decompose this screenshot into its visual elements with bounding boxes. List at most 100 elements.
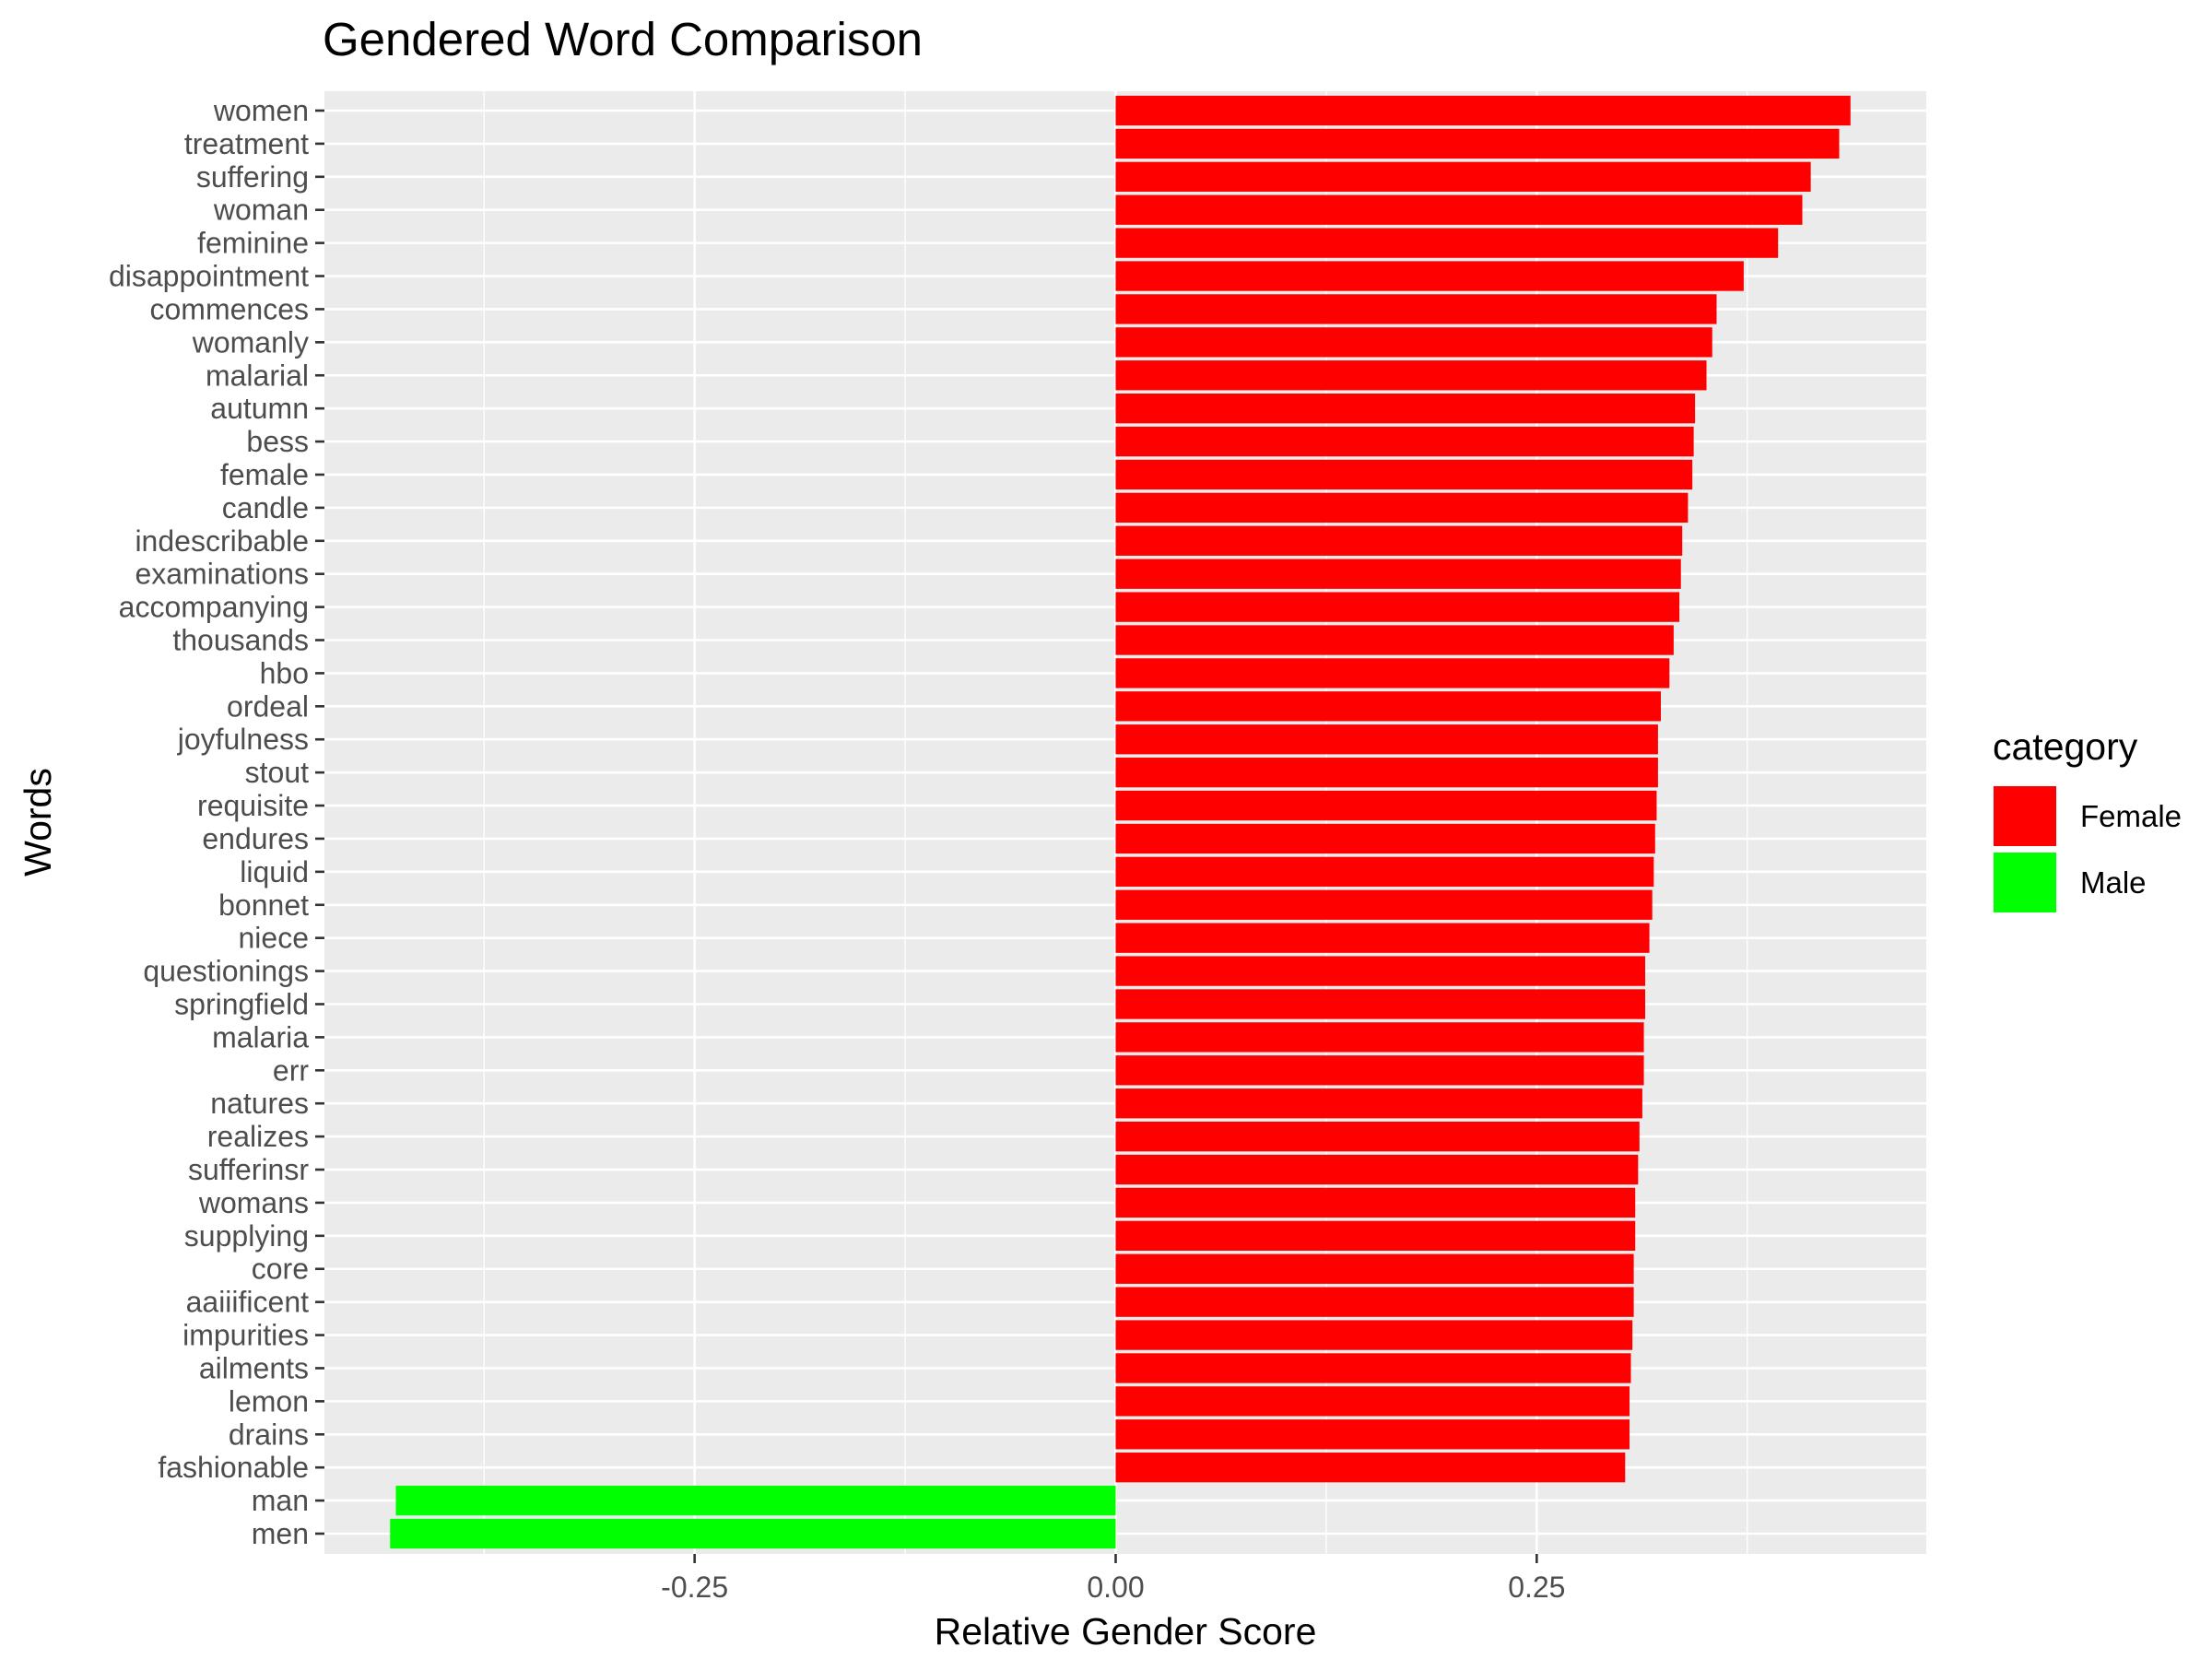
bar-niece [1115, 923, 1650, 953]
bar-treatment [1115, 128, 1840, 159]
bar-endures [1115, 823, 1655, 854]
y-tick-label: autumn [210, 392, 309, 425]
bar-female [1115, 459, 1693, 490]
y-tick-label: woman [213, 194, 309, 227]
bar-man [395, 1485, 1116, 1516]
legend-swatch-female [1992, 784, 2058, 848]
y-tick-label: examinations [135, 558, 309, 591]
chart-title: Gendered Word Comparison [323, 13, 923, 65]
y-tick-label: men [252, 1517, 309, 1550]
legend-label-male: Male [2080, 865, 2147, 900]
bar-drains [1115, 1419, 1630, 1450]
y-tick-label: lemon [229, 1384, 309, 1418]
bar-springfield [1115, 989, 1646, 1019]
bar-women [1115, 95, 1851, 126]
bar-ordeal [1115, 691, 1662, 722]
bar-fashionable [1115, 1453, 1626, 1483]
y-tick-label: indescribable [135, 524, 309, 558]
legend-title: category [1993, 725, 2138, 768]
y-tick-label: ordeal [227, 689, 309, 723]
y-tick-label: err [273, 1053, 309, 1087]
y-tick-label: hbo [260, 656, 309, 689]
x-axis-title: Relative Gender Score [935, 1610, 1317, 1653]
y-tick-label: bonnet [218, 888, 309, 922]
y-tick-label: drains [229, 1418, 309, 1451]
y-tick-label: malarial [206, 359, 309, 392]
bar-womanly [1115, 327, 1712, 358]
bar-natures [1115, 1088, 1642, 1119]
bar-bonnet [1115, 889, 1653, 920]
bar-impurities [1115, 1320, 1633, 1350]
y-tick-label: accompanying [119, 591, 309, 624]
bar-woman [1115, 194, 1803, 225]
x-tick-label: 0.00 [1087, 1571, 1144, 1604]
y-tick-label: candle [222, 491, 309, 524]
y-tick-label: bess [246, 425, 309, 458]
bar-aaiiificent [1115, 1287, 1634, 1317]
y-tick-label: treatment [184, 127, 309, 160]
bar-malarial [1115, 360, 1707, 391]
y-tick-label: ailments [199, 1351, 309, 1384]
y-tick-label: sufferinsr [188, 1153, 309, 1186]
y-axis-title: Words [17, 768, 59, 877]
bars [390, 95, 1851, 1549]
bar-lemon [1115, 1386, 1630, 1417]
bar-ailments [1115, 1353, 1631, 1383]
y-tick-label: commences [150, 292, 310, 325]
bar-questionings [1115, 956, 1646, 986]
y-tick-label: requisite [197, 789, 309, 822]
bar-malaria [1115, 1022, 1644, 1053]
bar-core [1115, 1253, 1634, 1284]
y-tick-label: springfield [174, 987, 309, 1020]
y-tick-label: womanly [192, 325, 309, 359]
bar-thousands [1115, 625, 1674, 655]
y-tick-label: questionings [143, 955, 309, 988]
bar-disappointment [1115, 261, 1744, 291]
y-tick-label: niece [239, 922, 310, 955]
y-tick-label: aaiiificent [186, 1286, 310, 1319]
x-tick-label: 0.25 [1508, 1571, 1565, 1604]
bar-commences [1115, 294, 1717, 324]
y-tick-label: feminine [197, 227, 309, 260]
bar-candle [1115, 492, 1688, 524]
y-tick-label: women [213, 94, 309, 127]
y-tick-label: realizes [207, 1120, 309, 1153]
bar-indescribable [1115, 525, 1683, 556]
y-tick-label: supplying [184, 1219, 309, 1253]
y-tick-label: disappointment [109, 260, 309, 293]
bar-sufferinsr [1115, 1154, 1639, 1185]
bar-examinations [1115, 559, 1681, 589]
y-axis-ticks: womentreatmentsufferingwomanfemininedisa… [109, 94, 324, 1550]
legend-swatch-male [1992, 851, 2058, 914]
y-tick-label: malaria [212, 1020, 309, 1053]
y-tick-label: thousands [172, 624, 309, 657]
legend-label-female: Female [2080, 799, 2182, 833]
bar-womans [1115, 1187, 1636, 1218]
bar-autumn [1115, 394, 1696, 424]
y-tick-label: suffering [196, 160, 309, 194]
y-tick-label: natures [210, 1087, 309, 1120]
bar-realizes [1115, 1121, 1640, 1152]
x-axis-ticks: -0.25 0.00 0.25 [661, 1554, 1565, 1604]
y-tick-label: core [252, 1253, 309, 1286]
bar-suffering [1115, 161, 1811, 192]
bar-men [390, 1518, 1116, 1549]
y-tick-label: liquid [240, 855, 309, 888]
bar-accompanying [1115, 592, 1680, 622]
bar-liquid [1115, 856, 1654, 888]
y-tick-label: impurities [182, 1319, 309, 1352]
bar-bess [1115, 426, 1694, 457]
bar-feminine [1115, 228, 1779, 258]
legend: category Female Male [1992, 725, 2182, 914]
y-tick-label: womans [198, 1186, 309, 1219]
y-tick-label: stout [245, 756, 309, 789]
x-tick-label: -0.25 [661, 1571, 728, 1604]
bar-supplying [1115, 1220, 1636, 1251]
bar-err [1115, 1055, 1644, 1086]
bar-joyfulness [1115, 724, 1658, 755]
bar-requisite [1115, 790, 1657, 821]
y-tick-label: man [252, 1484, 309, 1517]
bar-hbo [1115, 658, 1670, 688]
y-tick-label: fashionable [158, 1451, 309, 1484]
